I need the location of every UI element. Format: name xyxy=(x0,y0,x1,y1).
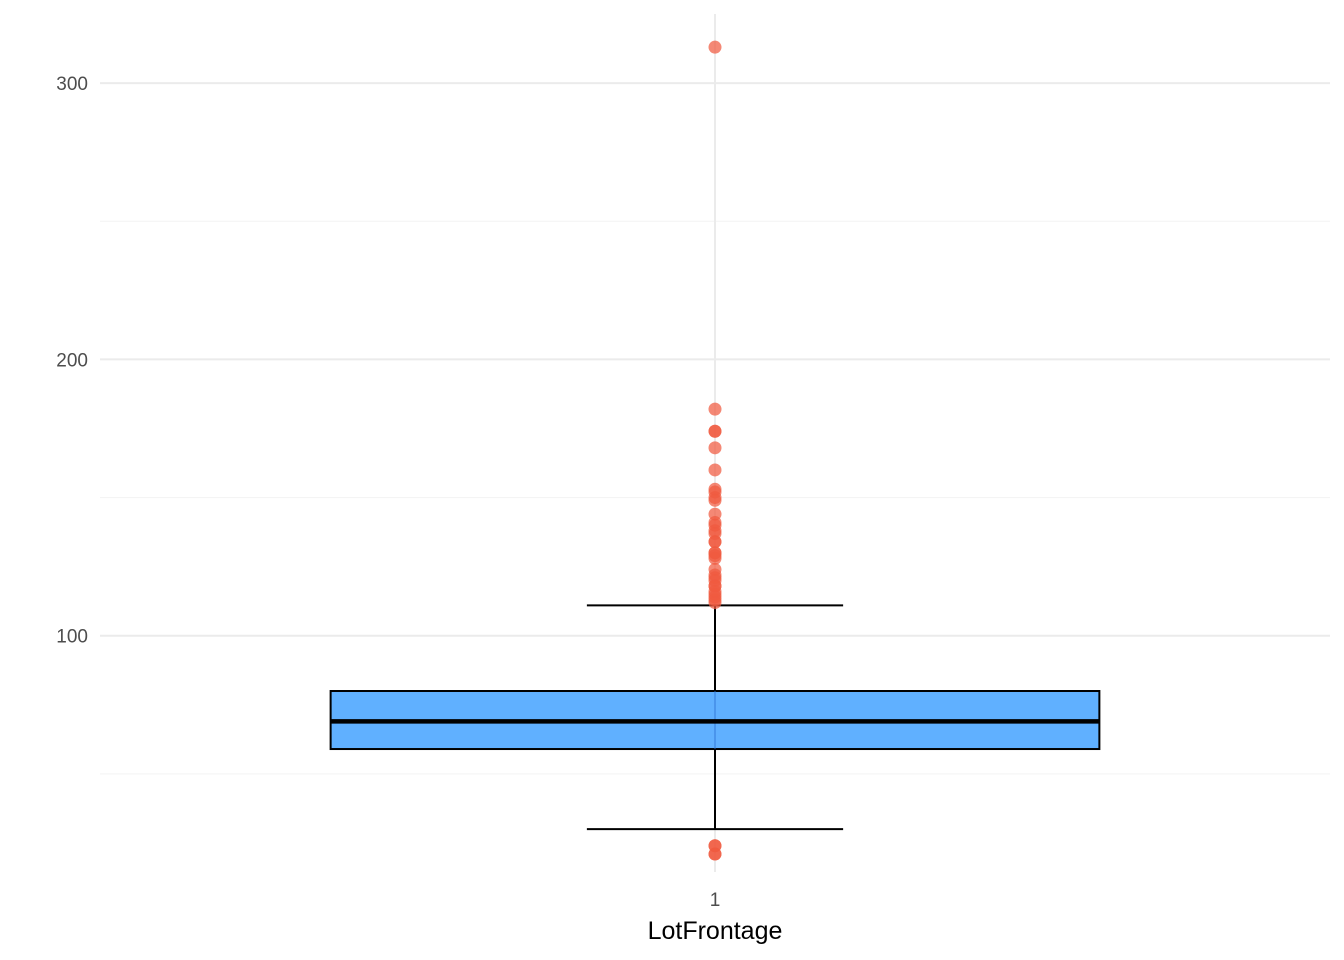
x-tick-label-1: 1 xyxy=(710,890,721,911)
y-tick-label-100: 100 xyxy=(56,627,88,648)
outlier-point xyxy=(708,463,722,477)
outlier-point xyxy=(708,402,722,416)
outlier-point xyxy=(708,551,722,565)
x-axis-title: LotFrontage xyxy=(648,917,783,945)
outlier-point xyxy=(708,441,722,455)
y-tick-label-200: 200 xyxy=(56,350,88,371)
axis-layer: 100 200 300 1 xyxy=(56,74,720,911)
outlier-point xyxy=(708,847,722,861)
outlier-point xyxy=(708,424,722,438)
box-layer xyxy=(329,604,1101,831)
outlier-layer xyxy=(708,40,722,861)
y-tick-label-300: 300 xyxy=(56,74,88,95)
outlier-point xyxy=(708,535,722,549)
outlier-point xyxy=(708,493,722,507)
outlier-point xyxy=(708,596,722,610)
grid-layer xyxy=(100,14,1330,872)
outlier-point xyxy=(708,40,722,54)
